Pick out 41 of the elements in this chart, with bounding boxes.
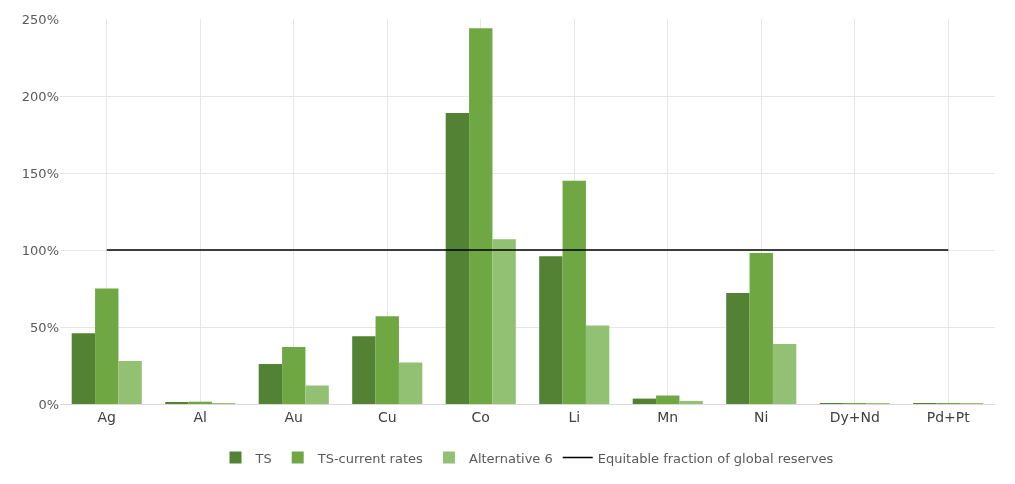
- legend-label: TS-current rates: [316, 450, 424, 466]
- x-tick-label: Ag: [97, 408, 116, 425]
- bar: [562, 180, 586, 404]
- x-tick-label: Pd+Pt: [926, 408, 971, 425]
- legend-label: Equitable fraction of global reserves: [597, 450, 834, 466]
- x-tick-label: Li: [568, 408, 581, 425]
- bar: [585, 325, 610, 404]
- x-tick-label: Co: [471, 408, 490, 425]
- bar: [772, 343, 797, 404]
- bar: [679, 400, 703, 404]
- x-tick-label: Dy+Nd: [829, 408, 880, 425]
- legend-label: Alternative 6: [469, 450, 553, 466]
- x-tick-label: Au: [284, 408, 303, 425]
- x-tick-label: Mn: [657, 408, 679, 425]
- bar: [375, 316, 399, 404]
- bar: [95, 288, 119, 404]
- legend-label: TS: [254, 450, 272, 466]
- bar: [118, 360, 142, 404]
- bar: [258, 363, 283, 404]
- bar: [305, 385, 329, 404]
- x-tick-label: Ni: [754, 408, 769, 425]
- bar: [398, 362, 423, 404]
- bar: [726, 293, 750, 404]
- y-tick-label: 150%: [21, 165, 59, 181]
- bar: [445, 112, 470, 404]
- bar: [492, 239, 516, 404]
- bar: [352, 336, 376, 404]
- y-tick-label: 250%: [21, 11, 59, 27]
- bar: [656, 395, 680, 404]
- bar: [71, 333, 96, 404]
- y-tick-label: 100%: [21, 242, 59, 258]
- y-tick-label: 200%: [21, 88, 59, 104]
- y-tick-label: 50%: [30, 319, 59, 335]
- y-tick-label: 0%: [38, 396, 59, 412]
- x-tick-label: Al: [193, 408, 207, 425]
- bar: [539, 256, 563, 404]
- bar: [749, 253, 773, 404]
- x-tick-label: Cu: [377, 408, 397, 425]
- bar: [469, 28, 493, 404]
- bar: [632, 398, 657, 404]
- bar: [282, 347, 306, 404]
